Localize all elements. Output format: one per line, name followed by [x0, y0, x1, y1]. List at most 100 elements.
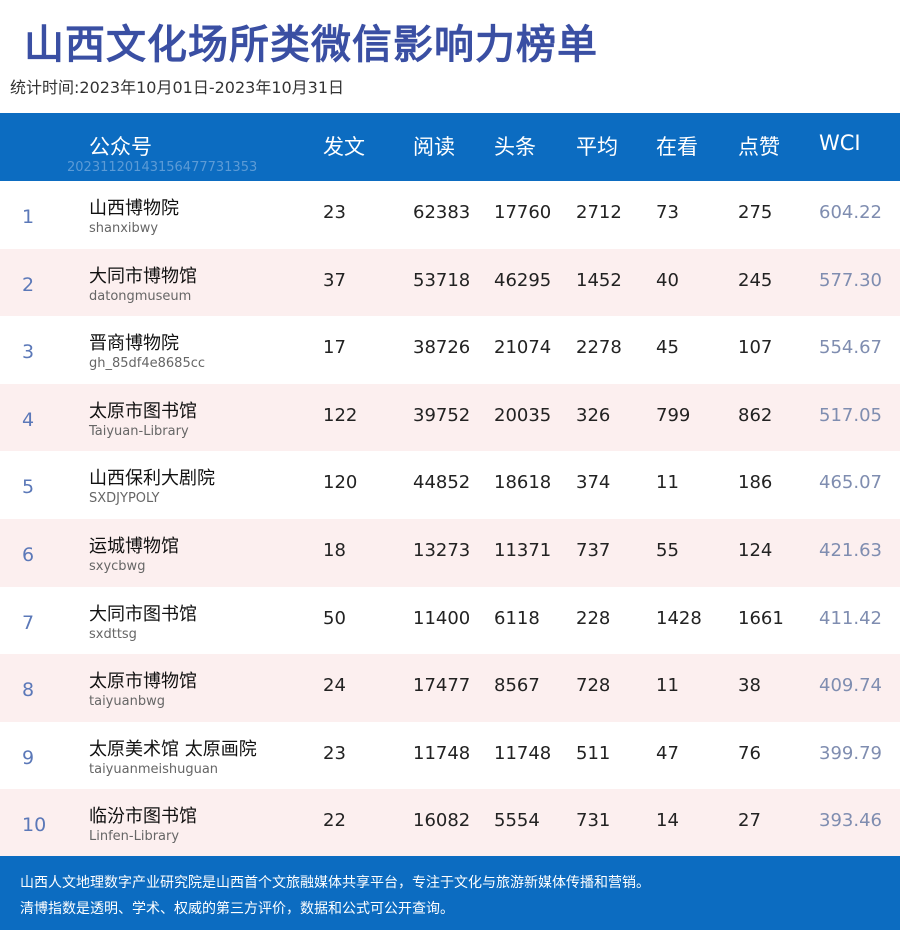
account-id: datongmuseum	[89, 288, 192, 304]
page-title: 山西文化场所类微信影响力榜单	[24, 22, 598, 68]
reads-value: 44852	[413, 472, 471, 494]
account-id: gh_85df4e8685cc	[89, 356, 206, 372]
table-row: 7 大同市图书馆 sxdttsg 50 11400 6118 228 1428 …	[0, 586, 900, 655]
likes-value: 76	[738, 742, 761, 764]
reads-value: 13273	[413, 539, 471, 561]
average-value: 731	[576, 810, 611, 832]
footer-line-1: 山西人文地理数字产业研究院是山西首个文旅融媒体共享平台，专注于文化与旅游新媒体传…	[20, 875, 650, 891]
wci-value: 577.30	[819, 269, 882, 291]
likes-value: 38	[738, 675, 761, 697]
header-account: 公众号	[89, 135, 152, 159]
wci-value: 411.42	[819, 607, 882, 629]
table-row: 2 大同市博物馆 datongmuseum 37 53718 46295 145…	[0, 248, 900, 317]
account-id: sxdttsg	[89, 626, 137, 642]
table-row: 3 晋商博物院 gh_85df4e8685cc 17 38726 21074 2…	[0, 316, 900, 384]
date-range: 统计时间:2023年10月01日-2023年10月31日	[10, 78, 345, 97]
reads-value: 11748	[413, 742, 471, 764]
watching-value: 11	[656, 675, 679, 697]
likes-value: 186	[738, 472, 773, 494]
wci-value: 399.79	[819, 742, 882, 764]
average-value: 374	[576, 472, 611, 494]
average-value: 228	[576, 607, 611, 629]
account-name: 大同市博物馆	[89, 265, 197, 287]
account-name: 山西保利大剧院	[89, 468, 215, 490]
likes-value: 862	[738, 404, 773, 426]
rank-number: 6	[22, 543, 35, 566]
watching-value: 11	[656, 472, 679, 494]
watching-value: 40	[656, 269, 679, 291]
posts-value: 17	[323, 337, 346, 359]
wci-value: 421.63	[819, 539, 882, 561]
wci-value: 517.05	[819, 404, 882, 426]
header-posts: 发文	[323, 135, 365, 159]
account-name: 晋商博物院	[89, 333, 179, 355]
likes-value: 275	[738, 202, 773, 223]
average-value: 2712	[576, 202, 622, 223]
account-name: 大同市图书馆	[89, 603, 197, 625]
header-average: 平均	[576, 135, 618, 159]
headline-value: 5554	[494, 810, 540, 832]
account-id: shanxibwy	[89, 221, 159, 236]
likes-value: 1661	[738, 607, 784, 629]
header-reads: 阅读	[413, 135, 455, 159]
average-value: 728	[576, 675, 611, 697]
header-likes: 点赞	[738, 135, 780, 159]
account-name: 临汾市图书馆	[89, 806, 197, 828]
account-id: SXDJYPOLY	[89, 491, 160, 507]
header-wci: WCI	[819, 131, 861, 155]
table-header: 公众号 发文 阅读 头条 平均 在看 点赞 WCI 20231120143156…	[0, 113, 900, 181]
wci-value: 554.67	[819, 337, 882, 359]
headline-value: 6118	[494, 607, 540, 629]
rank-number: 4	[22, 408, 35, 431]
table-row: 10 临汾市图书馆 Linfen-Library 22 16082 5554 7…	[0, 789, 900, 857]
headline-value: 11748	[494, 742, 552, 764]
account-id: Taiyuan-Library	[89, 423, 189, 439]
reads-value: 62383	[413, 202, 471, 223]
header-headline: 头条	[494, 135, 536, 159]
likes-value: 245	[738, 269, 773, 291]
posts-value: 18	[323, 539, 346, 561]
likes-value: 27	[738, 810, 761, 832]
reads-value: 39752	[413, 404, 471, 426]
reads-value: 38726	[413, 337, 471, 359]
account-name: 山西博物院	[89, 198, 179, 219]
posts-value: 23	[323, 202, 346, 223]
watching-value: 14	[656, 810, 679, 832]
headline-value: 46295	[494, 269, 552, 291]
posts-value: 50	[323, 607, 346, 629]
watching-value: 1428	[656, 607, 702, 629]
average-value: 326	[576, 404, 611, 426]
posts-value: 23	[323, 742, 346, 764]
headline-value: 11371	[494, 539, 552, 561]
headline-value: 18618	[494, 472, 552, 494]
headline-value: 21074	[494, 337, 552, 359]
table-row: 4 太原市图书馆 Taiyuan-Library 122 39752 20035…	[0, 383, 900, 452]
footer-line-2: 清博指数是透明、学术、权威的第三方评价，数据和公式可公开查询。	[20, 901, 454, 917]
footer-note: 山西人文地理数字产业研究院是山西首个文旅融媒体共享平台，专注于文化与旅游新媒体传…	[0, 856, 900, 930]
posts-value: 24	[323, 675, 346, 697]
rank-number: 2	[22, 273, 35, 296]
wci-value: 393.46	[819, 810, 882, 832]
headline-value: 20035	[494, 404, 552, 426]
headline-value: 8567	[494, 675, 540, 697]
posts-value: 37	[323, 269, 346, 291]
watching-value: 73	[656, 202, 679, 223]
rank-number: 3	[22, 341, 35, 364]
watching-value: 799	[656, 404, 691, 426]
average-value: 1452	[576, 269, 622, 291]
account-name: 太原美术馆 太原画院	[89, 738, 257, 760]
table-row: 1 山西博物院 shanxibwy 23 62383 17760 2712 73…	[0, 181, 900, 249]
posts-value: 120	[323, 472, 358, 494]
table-row: 9 太原美术馆 太原画院 taiyuanmeishuguan 23 11748 …	[0, 721, 900, 790]
table-row: 5 山西保利大剧院 SXDJYPOLY 120 44852 18618 374 …	[0, 451, 900, 519]
reads-value: 16082	[413, 810, 471, 832]
account-id: taiyuanmeishuguan	[89, 761, 219, 777]
likes-value: 124	[738, 539, 773, 561]
posts-value: 22	[323, 810, 346, 832]
wci-value: 604.22	[819, 202, 882, 223]
rank-number: 1	[22, 206, 35, 228]
watching-value: 55	[656, 539, 679, 561]
ranking-table: 1 山西博物院 shanxibwy 23 62383 17760 2712 73…	[0, 181, 900, 857]
account-name: 运城博物馆	[89, 535, 179, 557]
headline-value: 17760	[494, 202, 552, 223]
